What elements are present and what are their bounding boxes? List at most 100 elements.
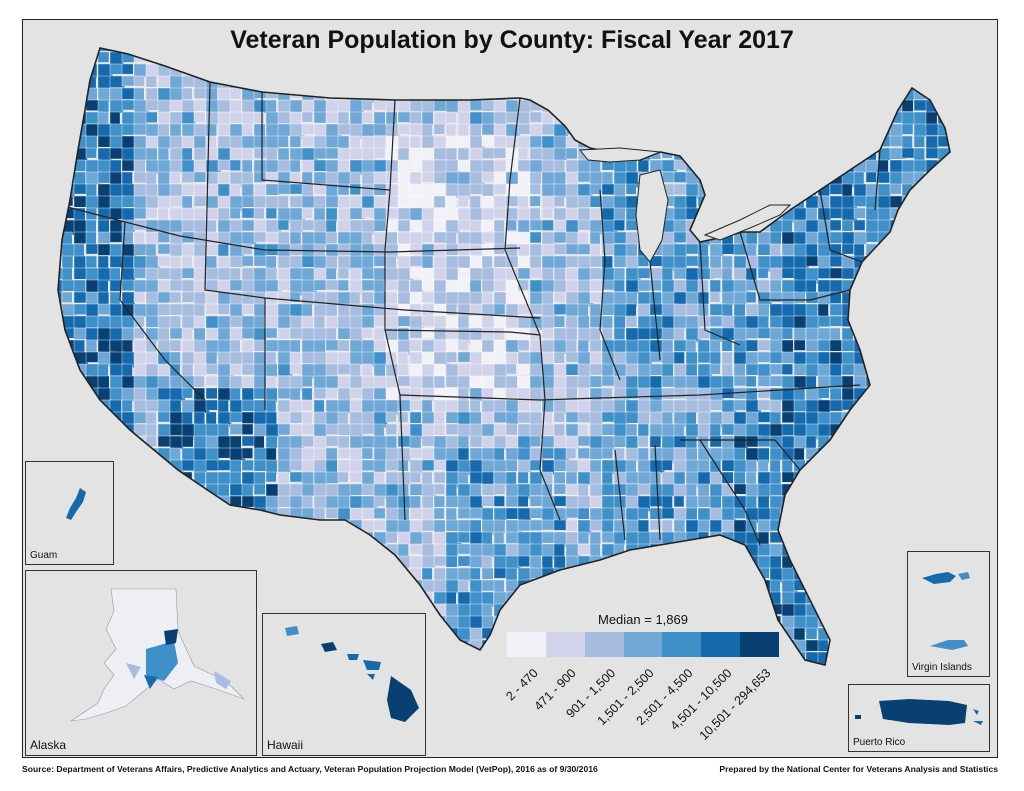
county-cell	[793, 99, 810, 111]
county-cell	[421, 48, 436, 52]
county-cell	[853, 63, 866, 80]
county-cell	[313, 483, 328, 497]
county-cell	[553, 351, 565, 364]
county-cell	[793, 135, 807, 147]
county-cell	[577, 375, 592, 389]
county-cell	[301, 219, 315, 231]
county-cell	[685, 543, 698, 559]
virgin-islands-label: Virgin Islands	[912, 662, 972, 673]
county-cell	[481, 219, 495, 231]
virgin-islands-inset: Virgin Islands	[907, 551, 990, 677]
county-cell	[181, 255, 193, 270]
county-cell	[73, 75, 87, 87]
county-cell	[301, 255, 315, 268]
county-cell	[685, 363, 698, 377]
county-cell	[913, 471, 928, 489]
county-cell	[757, 267, 769, 279]
county-cell	[421, 339, 436, 353]
county-cell	[289, 519, 304, 533]
county-cell	[793, 519, 807, 536]
county-cell	[949, 183, 950, 199]
county-cell	[397, 363, 409, 376]
county-cell	[757, 279, 770, 293]
county-cell	[145, 255, 160, 269]
county-cell	[493, 63, 509, 79]
county-cell	[901, 423, 917, 436]
county-cell	[289, 339, 301, 354]
county-cell	[397, 423, 411, 437]
county-cell	[229, 543, 244, 558]
county-cell	[553, 243, 568, 255]
county-cell	[601, 75, 616, 90]
county-cell	[361, 579, 378, 591]
county-cell	[805, 531, 818, 546]
county-cell	[289, 387, 301, 402]
county-cell	[337, 279, 349, 291]
county-cell	[85, 339, 98, 354]
county-cell	[493, 567, 507, 579]
county-cell	[805, 291, 819, 304]
county-cell	[625, 51, 641, 64]
county-cell	[445, 231, 457, 246]
county-cell	[469, 507, 484, 519]
county-cell	[601, 48, 613, 56]
county-cell	[853, 111, 867, 128]
county-cell	[697, 87, 713, 104]
county-cell	[877, 543, 894, 560]
county-cell	[517, 135, 532, 149]
county-cell	[193, 543, 209, 557]
county-cell	[661, 387, 676, 400]
legend-swatch	[507, 632, 546, 657]
county-cell	[901, 531, 918, 548]
county-cell	[709, 435, 722, 448]
county-cell	[493, 531, 505, 544]
county-cell	[733, 663, 749, 665]
county-cell	[241, 411, 255, 424]
county-cell	[577, 663, 594, 665]
county-cell	[277, 147, 290, 162]
county-cell	[913, 195, 926, 210]
county-cell	[829, 495, 843, 507]
county-cell	[937, 411, 949, 428]
county-cell	[805, 48, 817, 52]
county-cell	[949, 171, 950, 185]
county-cell	[829, 207, 843, 219]
county-cell	[589, 111, 604, 124]
county-cell	[553, 219, 568, 233]
county-cell	[253, 375, 268, 390]
county-cell	[949, 423, 950, 436]
county-cell	[937, 471, 950, 486]
county-cell	[901, 483, 918, 498]
county-cell	[445, 435, 460, 450]
county-cell	[889, 255, 903, 271]
county-cell	[58, 219, 63, 237]
county-cell	[169, 219, 184, 234]
county-cell	[409, 531, 424, 545]
county-cell	[841, 339, 856, 352]
county-cell	[949, 363, 950, 380]
county-cell	[913, 399, 930, 411]
county-cell	[505, 531, 520, 544]
county-cell	[58, 183, 66, 197]
county-cell	[829, 135, 841, 148]
county-cell	[889, 483, 902, 499]
county-cell	[433, 375, 445, 390]
county-cell	[469, 663, 483, 665]
county-cell	[841, 435, 854, 448]
county-cell	[733, 471, 746, 485]
county-cell	[889, 663, 905, 665]
county-cell	[565, 519, 578, 532]
county-cell	[901, 459, 913, 477]
county-cell	[121, 255, 134, 270]
county-cell	[445, 111, 457, 124]
county-cell	[169, 291, 182, 304]
county-cell	[937, 171, 950, 188]
county-cell	[85, 411, 102, 425]
county-cell	[277, 63, 291, 77]
county-cell	[757, 315, 769, 330]
county-cell	[349, 363, 361, 377]
county-cell	[925, 435, 941, 452]
county-cell	[673, 483, 688, 497]
county-cell	[889, 399, 904, 413]
county-cell	[145, 531, 158, 543]
